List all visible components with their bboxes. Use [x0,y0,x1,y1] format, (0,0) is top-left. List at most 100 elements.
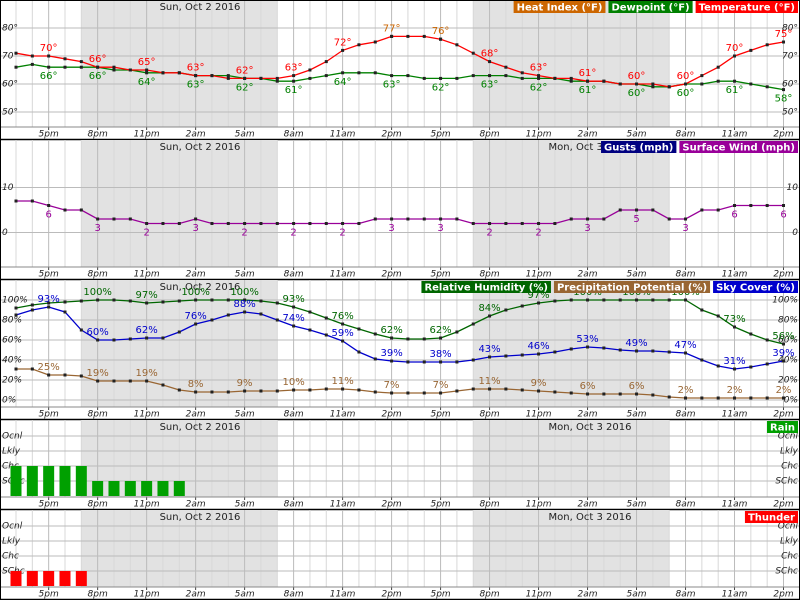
data-label: 2 [486,228,492,239]
data-point [553,299,557,303]
data-point [602,217,606,221]
x-tick-label: 2am [578,410,598,420]
data-point [308,388,312,392]
data-point [684,396,688,400]
data-point [14,313,18,317]
data-point [14,65,18,69]
data-point [471,358,475,362]
data-point [177,299,181,303]
data-point [537,76,541,80]
data-point [471,387,475,391]
data-point [553,350,557,354]
data-point [455,330,459,334]
data-label: 47% [674,340,696,351]
data-point [194,390,198,394]
data-point [651,298,655,302]
data-point [210,390,214,394]
data-point [226,222,230,225]
legend-swatch [513,1,606,13]
x-tick-label: 8am [676,130,696,140]
data-point [308,328,312,332]
data-point [586,298,590,302]
data-label: 39% [380,348,402,359]
date-label: Mon, Oct 3 2016 [549,142,632,153]
x-tick-label: 2pm [773,410,793,420]
data-label: 61° [285,85,303,96]
data-label: 66° [40,71,58,82]
data-point [749,332,753,336]
legend-label: Temperature (°F) [699,3,795,14]
data-point [651,393,655,397]
data-point [63,65,67,69]
x-tick-label: 2am [578,270,598,280]
data-point [226,298,230,302]
data-point [749,365,753,369]
data-label: 60° [677,88,695,99]
data-point [765,204,769,207]
x-tick-label: 2pm [381,590,401,600]
x-tick-label: 5pm [430,590,450,600]
y-tick-label: Ocnl [2,432,23,442]
data-label: 31% [723,356,745,367]
data-point [455,389,459,393]
data-point [765,338,769,342]
data-label: 63° [530,63,548,74]
legend-swatch [679,141,798,153]
data-point [161,300,165,304]
data-label: 72° [334,37,352,48]
data-label: 3 [682,223,688,234]
data-point [243,298,247,302]
data-point [586,392,590,396]
data-point [373,217,377,221]
legend-item: Gusts (mph) [601,141,677,154]
data-point [537,352,541,356]
data-point [520,388,524,392]
data-label: 61° [579,68,597,79]
legend-label: Thunder [748,513,795,524]
date-label: Sun, Oct 2 2016 [160,422,241,433]
x-tick-label: 5am [627,500,647,510]
y-tick-label: Ocnl [2,522,23,532]
data-point [586,345,590,349]
data-point [749,396,753,400]
data-point [210,222,214,225]
x-tick-label: 8am [676,410,696,420]
x-tick-label: 8pm [479,500,499,510]
series-line [16,200,784,225]
x-tick-label: 2am [186,590,206,600]
data-point [79,65,83,69]
x-tick-label: 8pm [479,410,499,420]
data-point [161,383,165,387]
data-label: 3 [94,223,100,234]
data-point [112,379,116,383]
y-tick-label: Lkly [780,447,799,457]
x-tick-label: 5am [235,130,255,140]
data-label: 65° [138,57,156,68]
data-point [292,324,296,328]
x-tick-label: 5am [235,500,255,510]
data-label: 53% [576,334,598,345]
x-tick-label: 11am [330,500,356,510]
data-point [765,396,769,400]
data-point [635,208,639,212]
data-point [765,43,769,47]
data-label: 70° [40,43,58,54]
data-point [488,222,492,225]
data-point [47,65,51,69]
data-point [569,347,573,351]
data-point [765,362,769,366]
data-point [145,379,149,383]
data-point [324,333,328,337]
x-tick-label: 8am [676,590,696,600]
legend-item: Temperature (°F) [695,1,798,14]
data-point [618,82,622,86]
data-point [259,299,263,303]
data-point [79,208,83,212]
data-label: 58° [775,94,793,105]
data-point [422,34,426,38]
legend-swatch [767,421,798,433]
data-point [439,360,443,364]
data-label: 100% [83,287,112,298]
data-label: 100% [181,287,210,298]
data-point [455,76,459,80]
